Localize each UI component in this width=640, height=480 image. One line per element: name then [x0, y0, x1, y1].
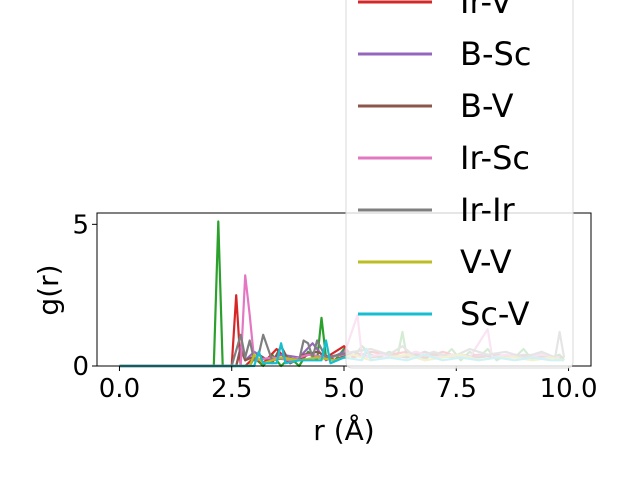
x-tick-label: 0.0 [99, 374, 140, 404]
x-tick-label: 2.5 [211, 374, 252, 404]
legend-label: Ir-V [460, 0, 512, 21]
legend-label: B-Sc [460, 35, 531, 73]
x-axis-label: r (Å) [313, 413, 374, 447]
x-tick-label: 7.5 [436, 374, 477, 404]
legend-label: Ir-Sc [460, 139, 530, 177]
legend: Ir-V B-Sc B-V Ir-Sc Ir-Ir V-V Sc-V [345, 0, 574, 369]
y-tick-label: 0 [72, 352, 89, 382]
legend-label: Sc-V [460, 295, 530, 333]
legend-label: V-V [460, 243, 512, 281]
legend-label: B-V [460, 87, 514, 125]
x-axis: 0.0 2.5 5.0 7.5 10.0 [99, 366, 598, 404]
legend-label: Ir-Ir [460, 191, 516, 229]
x-tick-label: 5.0 [323, 374, 364, 404]
legend-frame [345, 0, 574, 369]
x-tick-label: 10.0 [540, 374, 598, 404]
y-axis: 05 [72, 210, 97, 382]
y-tick-label: 5 [72, 210, 89, 240]
y-axis-label: g(r) [32, 264, 65, 315]
